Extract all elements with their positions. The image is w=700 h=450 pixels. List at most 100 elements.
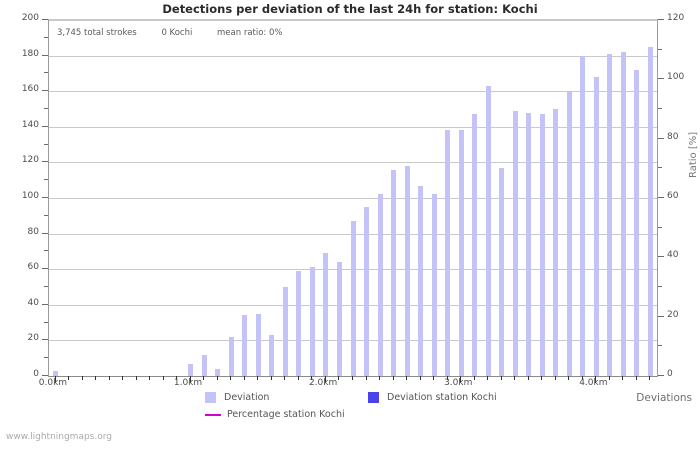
- legend-swatch-deviation: [205, 392, 216, 403]
- plot-area: 3,745 total strokes 0 Kochi mean ratio: …: [48, 19, 658, 377]
- y-axis-tick-label-left: 140: [21, 119, 39, 130]
- y-axis-tick-left: [42, 339, 48, 340]
- bar-deviation: [634, 69, 640, 376]
- x-axis-tick: [203, 376, 204, 380]
- x-axis-tick: [555, 376, 556, 380]
- legend-label-percentage-station: Percentage station Kochi: [227, 409, 345, 420]
- x-axis-tick: [68, 376, 69, 380]
- y-axis-tick-label-left: 60: [27, 262, 39, 273]
- annotation-total-strokes: 3,745 total strokes: [57, 28, 137, 38]
- footer-url: www.lightningmaps.org: [6, 432, 112, 442]
- x-axis-tick: [190, 376, 191, 383]
- gridline: [49, 162, 657, 163]
- x-axis-tick: [298, 376, 299, 380]
- bar-deviation: [499, 167, 505, 376]
- y-axis-tick-right: [658, 108, 662, 109]
- y-axis-tick-label-left: 100: [21, 191, 39, 201]
- bar-deviation: [607, 53, 613, 376]
- gridline: [49, 20, 657, 21]
- x-axis-tick: [379, 376, 380, 380]
- x-axis-tick: [406, 376, 407, 380]
- y-axis-tick-left: [44, 108, 48, 109]
- bar-deviation: [512, 110, 518, 376]
- y-axis-tick-label-left: 160: [21, 84, 39, 95]
- y-axis-tick-left: [42, 90, 48, 91]
- y-axis-tick-right: [658, 167, 662, 168]
- y-axis-tick-left: [44, 179, 48, 180]
- bar-deviation: [472, 114, 478, 376]
- bar-deviation: [553, 109, 559, 376]
- y-axis-tick-left: [44, 72, 48, 73]
- y-axis-tick-label-left: 80: [27, 226, 39, 237]
- x-axis-tick: [230, 376, 231, 380]
- x-axis-tick: [338, 376, 339, 380]
- y-axis-tick-label-right: 120: [667, 13, 685, 23]
- y-axis-tick-left: [42, 126, 48, 127]
- y-axis-tick-label-left: 200: [21, 13, 39, 23]
- x-axis-tick: [271, 376, 272, 380]
- legend-item-deviation[interactable]: Deviation: [205, 392, 269, 403]
- y-axis-tick-right: [658, 138, 664, 139]
- y-axis-tick-label-left: 120: [21, 155, 39, 166]
- x-axis-tick: [501, 376, 502, 380]
- legend-item-deviation-station[interactable]: Deviation station Kochi: [368, 392, 497, 403]
- legend-label-deviation-station: Deviation station Kochi: [387, 392, 497, 403]
- bar-deviation: [364, 206, 369, 376]
- x-axis-tick: [487, 376, 488, 380]
- y-axis-tick-label-right: 60: [667, 191, 679, 201]
- y-axis-tick-left: [44, 322, 48, 323]
- bar-deviation: [391, 169, 397, 376]
- y-axis-tick-label-right: 100: [667, 72, 685, 83]
- x-axis-tick: [82, 376, 83, 380]
- y-axis-tick-right: [658, 345, 662, 346]
- bar-deviation: [309, 267, 315, 376]
- bar-deviation: [350, 221, 356, 376]
- y-axis-tick-label-right: 40: [667, 250, 679, 261]
- bar-deviation: [53, 370, 59, 376]
- y-axis-tick-left: [44, 250, 48, 251]
- legend-swatch-deviation-station: [368, 392, 379, 403]
- x-axis-label: Deviations: [636, 392, 692, 404]
- y-axis-tick-left: [42, 268, 48, 269]
- chart-legend: Deviation Deviation station Kochi Percen…: [0, 392, 700, 432]
- x-axis-tick: [149, 376, 150, 380]
- bar-deviation: [566, 91, 572, 376]
- bar-deviation: [485, 85, 491, 376]
- bar-deviation: [336, 262, 342, 376]
- y-axis-tick-left: [42, 161, 48, 162]
- y-axis-tick-label-right: 80: [667, 131, 679, 142]
- y-axis-tick-left: [44, 144, 48, 145]
- x-axis-tick: [649, 376, 650, 380]
- x-axis-tick: [568, 376, 569, 380]
- bar-deviation: [404, 165, 410, 376]
- x-axis-tick: [163, 376, 164, 380]
- x-axis-tick: [325, 376, 326, 383]
- y-axis-tick-label-left: 0: [33, 369, 39, 379]
- bar-deviation: [323, 253, 329, 376]
- x-axis-tick: [528, 376, 529, 380]
- gridline: [49, 198, 657, 199]
- x-axis-tick: [217, 376, 218, 380]
- legend-item-percentage-station[interactable]: Percentage station Kochi: [205, 409, 345, 420]
- x-axis-tick: [541, 376, 542, 380]
- bar-deviation: [431, 194, 437, 376]
- bar-deviation: [215, 368, 221, 376]
- y-axis-tick-left: [42, 304, 48, 305]
- gridline: [49, 91, 657, 92]
- bar-deviation: [418, 185, 424, 376]
- x-axis-tick: [257, 376, 258, 380]
- y-axis-tick-label-right: 0: [667, 369, 673, 379]
- x-axis-tick: [95, 376, 96, 380]
- annotation-mean-ratio: mean ratio: 0%: [217, 28, 283, 38]
- bar-deviation: [647, 46, 653, 376]
- gridline: [49, 56, 657, 57]
- y-axis-tick-left: [44, 357, 48, 358]
- chart-annotations: 3,745 total strokes 0 Kochi mean ratio: …: [57, 28, 305, 38]
- bar-deviation: [188, 363, 194, 376]
- x-axis-tick: [393, 376, 394, 380]
- bar-deviation: [228, 336, 234, 376]
- x-axis-tick-label: 3.0km: [444, 378, 473, 388]
- x-axis-tick: [244, 376, 245, 380]
- y-axis-tick-right: [658, 78, 664, 79]
